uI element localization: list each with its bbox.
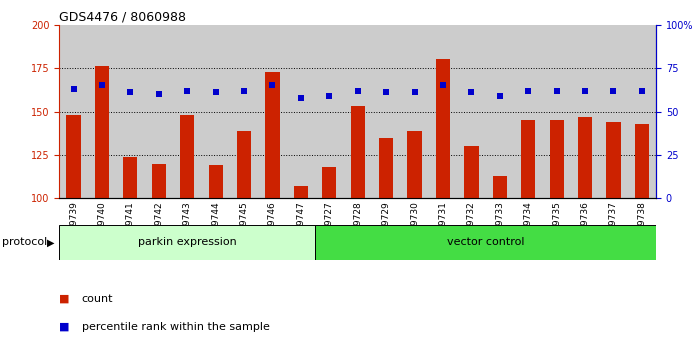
Bar <box>436 59 450 198</box>
Bar <box>464 146 479 198</box>
Bar <box>401 25 429 198</box>
Bar <box>265 72 280 198</box>
Text: ■: ■ <box>59 322 70 332</box>
Text: GDS4476 / 8060988: GDS4476 / 8060988 <box>59 11 186 24</box>
Bar <box>287 25 315 198</box>
Text: parkin expression: parkin expression <box>138 238 237 247</box>
Bar <box>59 225 315 260</box>
Bar <box>95 67 109 198</box>
Bar <box>173 25 202 198</box>
Bar <box>571 25 600 198</box>
Bar <box>209 165 223 198</box>
Bar <box>180 115 194 198</box>
Bar <box>493 176 507 198</box>
Text: percentile rank within the sample: percentile rank within the sample <box>82 322 269 332</box>
Bar <box>634 124 649 198</box>
Bar <box>486 25 514 198</box>
Bar <box>88 25 116 198</box>
Bar <box>600 25 628 198</box>
Bar <box>66 115 81 198</box>
Text: protocol: protocol <box>2 238 47 247</box>
Bar <box>521 120 535 198</box>
Bar <box>237 131 251 198</box>
Text: ▶: ▶ <box>47 238 55 247</box>
Bar <box>549 120 564 198</box>
Bar <box>350 106 365 198</box>
Bar <box>151 164 166 198</box>
Bar <box>258 25 287 198</box>
Bar <box>322 167 336 198</box>
Text: ■: ■ <box>59 294 70 304</box>
Bar <box>59 25 88 198</box>
Bar <box>542 25 571 198</box>
Bar <box>429 25 457 198</box>
Bar <box>124 156 138 198</box>
Bar <box>379 137 393 198</box>
Text: count: count <box>82 294 113 304</box>
Bar <box>116 25 144 198</box>
Bar <box>144 25 173 198</box>
Text: vector control: vector control <box>447 238 524 247</box>
Bar <box>628 25 656 198</box>
Bar <box>315 25 343 198</box>
Bar <box>514 25 542 198</box>
Bar <box>408 131 422 198</box>
Bar <box>315 225 656 260</box>
Bar <box>578 117 592 198</box>
Bar <box>607 122 621 198</box>
Bar <box>457 25 486 198</box>
Bar <box>372 25 401 198</box>
Bar <box>343 25 372 198</box>
Bar <box>294 186 308 198</box>
Bar <box>230 25 258 198</box>
Bar <box>202 25 230 198</box>
